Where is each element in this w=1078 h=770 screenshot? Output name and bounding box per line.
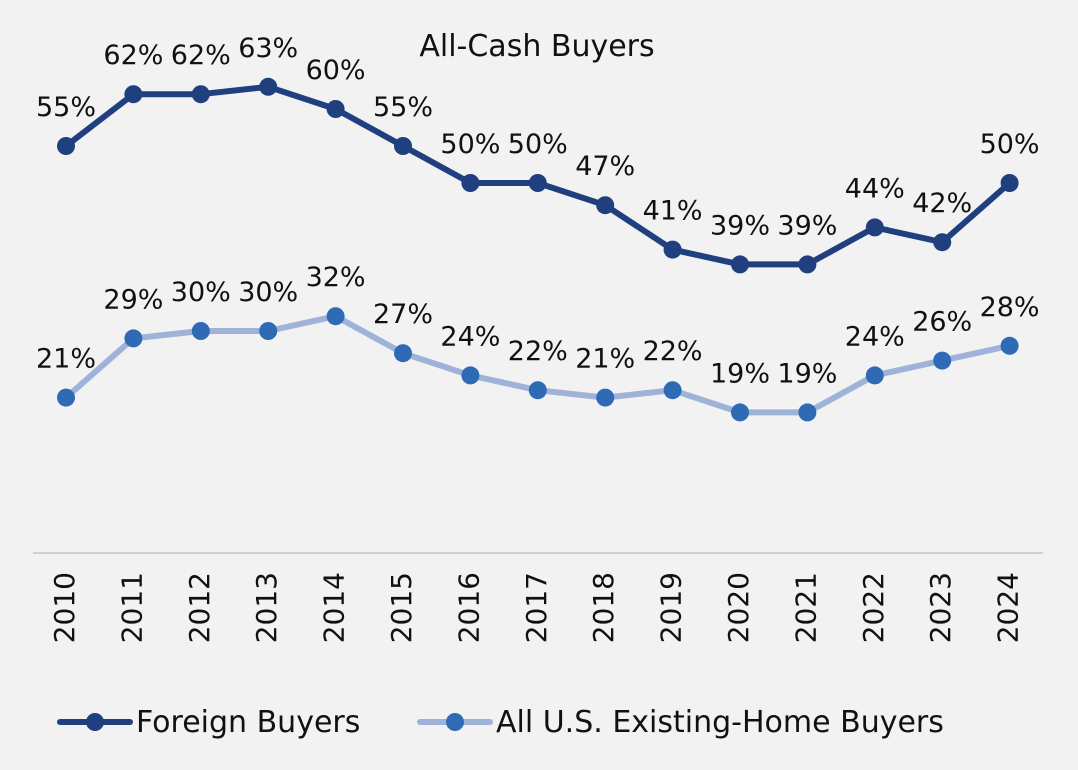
x-tick-label-8: 2018 xyxy=(587,572,620,643)
x-tick-label-14: 2024 xyxy=(992,572,1025,643)
data-point-1-11 xyxy=(798,403,817,422)
series-0: 55%62% 62% 63%60%55%50% 50%47%41% 39% 39%44% 4… xyxy=(36,33,1040,274)
data-label-0-10: 39% xyxy=(710,210,770,241)
data-point-0-13 xyxy=(933,233,952,252)
data-label-0-8: 47% xyxy=(575,151,635,182)
data-label-0-13: 42% xyxy=(912,188,972,219)
data-point-1-10 xyxy=(731,403,749,422)
data-point-1-3 xyxy=(259,322,278,340)
data-point-0-2 xyxy=(191,85,210,104)
x-tick-label-3: 2013 xyxy=(250,572,283,643)
data-label-0-12: 44% xyxy=(845,173,905,204)
legend-swatch-marker-0 xyxy=(86,713,104,731)
data-point-1-8 xyxy=(596,388,615,407)
x-tick-label-0: 2010 xyxy=(48,572,81,643)
x-tick-label-7: 2017 xyxy=(520,572,553,643)
x-tick-labels: 2010 2011 2012 2013 2014 2015 2016 2017 2018 2019… xyxy=(48,572,1025,643)
legend-label-1: All U.S. Existing-Home Buyers xyxy=(496,705,944,740)
data-label-1-11: 19% xyxy=(777,358,837,389)
data-point-0-10 xyxy=(731,255,749,274)
data-label-1-13: 26% xyxy=(912,307,972,338)
data-point-1-14 xyxy=(1000,336,1019,355)
x-tick-label-2: 2012 xyxy=(183,572,216,643)
data-point-1-2 xyxy=(191,322,210,340)
data-point-0-1 xyxy=(124,85,143,104)
data-label-1-8: 21% xyxy=(575,344,635,375)
x-tick-label-12: 2022 xyxy=(857,572,890,643)
data-point-0-0 xyxy=(57,137,75,155)
x-tick-label-13: 2023 xyxy=(924,572,957,643)
data-point-0-9 xyxy=(663,240,682,259)
x-tick-label-9: 2019 xyxy=(655,572,688,643)
data-point-0-6 xyxy=(461,174,480,192)
data-label-0-0: 55% xyxy=(36,92,96,123)
data-point-1-4 xyxy=(326,307,345,326)
data-label-0-11: 39% xyxy=(777,210,837,241)
data-point-1-5 xyxy=(394,344,412,363)
chart-title: All-Cash Buyers xyxy=(419,29,654,64)
data-point-0-11 xyxy=(798,255,817,274)
data-label-1-6: 24% xyxy=(440,321,500,352)
data-label-1-4: 32% xyxy=(306,262,366,293)
data-point-1-1 xyxy=(124,329,143,348)
data-point-1-7 xyxy=(528,381,547,400)
data-label-1-9: 22% xyxy=(643,336,703,367)
data-point-0-5 xyxy=(394,137,412,155)
data-point-1-9 xyxy=(663,381,682,400)
data-point-1-12 xyxy=(865,366,884,385)
data-label-0-7: 50% xyxy=(508,129,568,160)
x-tick-label-10: 2020 xyxy=(722,572,755,643)
legend-swatch-marker-1 xyxy=(446,713,464,731)
data-point-1-6 xyxy=(461,366,480,385)
data-label-0-6: 50% xyxy=(440,129,500,160)
x-tick-label-5: 2015 xyxy=(385,572,418,643)
data-label-0-2: 62% xyxy=(171,40,231,71)
data-label-0-9: 41% xyxy=(643,196,703,227)
series-1: 21%29% 30% 30% 32%27%24% 22% 21% 22%19% 19%24% 2… xyxy=(36,262,1040,422)
data-point-0-8 xyxy=(596,196,615,215)
data-point-0-12 xyxy=(865,218,884,237)
data-point-0-7 xyxy=(528,174,547,192)
data-point-1-0 xyxy=(57,388,75,407)
data-label-0-4: 60% xyxy=(306,55,366,86)
data-point-0-4 xyxy=(326,100,345,118)
x-tick-label-6: 2016 xyxy=(452,572,485,643)
x-tick-label-4: 2014 xyxy=(318,572,351,643)
data-label-0-1: 62% xyxy=(103,40,163,71)
data-label-1-7: 22% xyxy=(508,336,568,367)
data-label-1-10: 19% xyxy=(710,358,770,389)
x-tick-label-11: 2021 xyxy=(789,572,822,643)
data-label-1-2: 30% xyxy=(171,277,231,308)
legend: Foreign Buyers All U.S. Existing-Home Buy… xyxy=(57,705,944,740)
legend-item-0: Foreign Buyers xyxy=(57,705,360,740)
legend-item-1: All U.S. Existing-Home Buyers xyxy=(417,705,944,740)
data-label-0-5: 55% xyxy=(373,92,433,123)
data-label-1-1: 29% xyxy=(103,284,163,315)
data-point-1-13 xyxy=(933,351,952,370)
data-label-1-12: 24% xyxy=(845,321,905,352)
x-tick-label-1: 2011 xyxy=(115,572,148,643)
data-point-0-14 xyxy=(1000,174,1019,192)
data-label-1-3: 30% xyxy=(238,277,298,308)
series-layer: 21%29% 30% 30% 32%27%24% 22% 21% 22%19% 19%24% 2… xyxy=(36,33,1040,422)
data-label-0-14: 50% xyxy=(980,129,1040,160)
data-point-0-3 xyxy=(259,77,278,96)
legend-label-0: Foreign Buyers xyxy=(136,705,360,740)
data-label-1-5: 27% xyxy=(373,299,433,330)
data-label-1-0: 21% xyxy=(36,344,96,375)
data-label-1-14: 28% xyxy=(980,292,1040,323)
data-label-0-3: 63% xyxy=(238,33,298,64)
